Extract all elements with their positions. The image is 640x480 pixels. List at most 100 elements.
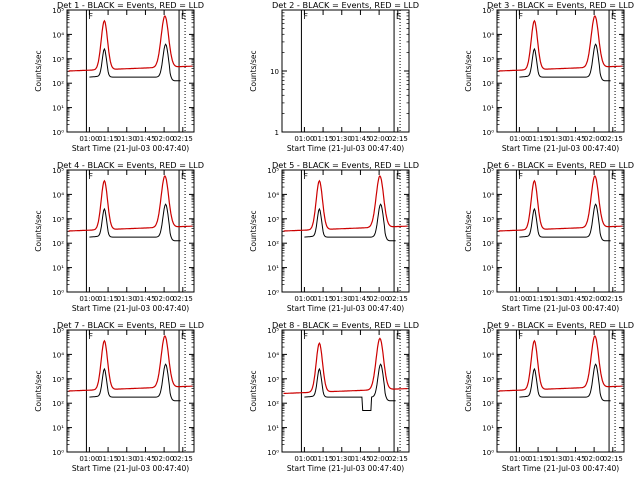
y-tick-label: 10⁰ xyxy=(52,289,64,297)
x-tick-label: 01:15 xyxy=(528,455,548,463)
series-events-line xyxy=(304,363,396,411)
y-tick-label: 10¹ xyxy=(52,425,64,433)
panel-det-6: Det 6 - BLACK = Events, RED = LLD Counts/… xyxy=(464,160,634,313)
x-tick-label: 01:45 xyxy=(350,455,370,463)
marker-start-label: F xyxy=(518,172,523,181)
y-tick-label: 10³ xyxy=(482,56,494,64)
x-axis-label: Start Time (21-Jul-03 00:47:40) xyxy=(502,144,619,153)
x-tick-label: 01:00 xyxy=(509,135,529,143)
marker-end-label: E xyxy=(611,332,616,341)
series-events-line xyxy=(304,203,396,242)
series-events-line xyxy=(519,43,611,82)
panel-title: Det 9 - BLACK = Events, RED = LLD xyxy=(487,320,634,330)
x-axis-label: Start Time (21-Jul-03 00:47:40) xyxy=(502,304,619,313)
x-tick-label: 02:00 xyxy=(584,135,604,143)
marker-end-label: E xyxy=(181,12,186,21)
x-tick-label: 01:45 xyxy=(135,455,155,463)
x-axis-label: Start Time (21-Jul-03 00:47:40) xyxy=(287,144,404,153)
x-tick-label: 02:15 xyxy=(173,455,193,463)
x-tick-label: 02:15 xyxy=(173,295,193,303)
marker-start-label: F xyxy=(303,332,308,341)
marker-start-label: F xyxy=(518,12,523,21)
series-lld-line xyxy=(498,334,623,392)
x-tick-label: 02:00 xyxy=(154,135,174,143)
x-tick-label: 01:30 xyxy=(547,135,567,143)
x-tick-label: 01:45 xyxy=(565,295,585,303)
panel-det-2: Det 2 - BLACK = Events, RED = LLD Counts/… xyxy=(249,0,419,153)
y-tick-label: 10⁰ xyxy=(482,129,494,137)
panel-det-3: Det 3 - BLACK = Events, RED = LLD Counts/… xyxy=(464,0,634,153)
x-tick-label: 01:00 xyxy=(509,455,529,463)
x-tick-label: 01:15 xyxy=(528,295,548,303)
x-tick-label: 01:30 xyxy=(332,455,352,463)
marker-end-label: E xyxy=(181,172,186,181)
y-axis-label: Counts/sec xyxy=(249,210,258,251)
x-tick-label: 01:00 xyxy=(79,295,99,303)
plot-frame xyxy=(281,329,410,453)
panel-title: Det 1 - BLACK = Events, RED = LLD xyxy=(57,0,204,10)
y-tick-label: 10⁰ xyxy=(267,289,279,297)
y-tick-label: 10⁰ xyxy=(482,449,494,457)
series-lld-line xyxy=(498,14,623,72)
x-tick-label: 01:30 xyxy=(332,135,352,143)
x-tick-label: 02:00 xyxy=(369,455,389,463)
x-axis-label: Start Time (21-Jul-03 00:47:40) xyxy=(502,464,619,473)
y-tick-label: 10³ xyxy=(267,216,279,224)
y-tick-label: 10⁵ xyxy=(52,327,64,335)
y-tick-label: 10⁵ xyxy=(267,167,279,175)
y-axis-label: Counts/sec xyxy=(464,210,473,251)
y-tick-label: 10³ xyxy=(52,216,64,224)
y-tick-label: 1 xyxy=(275,129,279,137)
y-tick-label: 10² xyxy=(482,80,494,88)
series-lld-line xyxy=(68,334,193,392)
y-tick-label: 10⁵ xyxy=(482,167,494,175)
y-tick-label: 10⁴ xyxy=(482,191,494,199)
y-tick-label: 10² xyxy=(267,400,279,408)
x-tick-label: 02:00 xyxy=(369,135,389,143)
series-events-line xyxy=(89,203,181,242)
x-tick-label: 02:00 xyxy=(154,295,174,303)
marker-end-label: E xyxy=(396,172,401,181)
y-tick-label: 10⁰ xyxy=(482,289,494,297)
series-events-line xyxy=(89,363,181,402)
x-axis-label: Start Time (21-Jul-03 00:47:40) xyxy=(287,464,404,473)
x-tick-label: 02:00 xyxy=(154,455,174,463)
plot-frame xyxy=(496,329,625,453)
marker-start-label: F xyxy=(88,12,93,21)
x-tick-label: 02:15 xyxy=(388,135,408,143)
x-tick-label: 01:30 xyxy=(547,295,567,303)
panel-title: Det 8 - BLACK = Events, RED = LLD xyxy=(272,320,419,330)
panel-det-9: Det 9 - BLACK = Events, RED = LLD Counts/… xyxy=(464,320,634,473)
x-tick-label: 02:15 xyxy=(173,135,193,143)
y-tick-label: 10⁴ xyxy=(52,31,64,39)
panel-title: Det 4 - BLACK = Events, RED = LLD xyxy=(57,160,204,170)
x-tick-label: 01:15 xyxy=(313,295,333,303)
panel-title: Det 7 - BLACK = Events, RED = LLD xyxy=(57,320,204,330)
y-tick-label: 10¹ xyxy=(52,265,64,273)
marker-start-label: F xyxy=(88,172,93,181)
x-tick-label: 01:00 xyxy=(294,455,314,463)
y-tick-label: 10² xyxy=(52,240,64,248)
y-tick-label: 10⁰ xyxy=(267,449,279,457)
x-tick-label: 01:30 xyxy=(332,295,352,303)
x-tick-label: 02:15 xyxy=(388,295,408,303)
y-tick-label: 10⁵ xyxy=(52,7,64,15)
y-axis-label: Counts/sec xyxy=(249,50,258,91)
y-tick-label: 10¹ xyxy=(482,425,494,433)
y-axis-label: Counts/sec xyxy=(464,370,473,411)
marker-end-label: E xyxy=(181,332,186,341)
y-tick-label: 10² xyxy=(267,240,279,248)
x-tick-label: 01:15 xyxy=(528,135,548,143)
panel-det-8: Det 8 - BLACK = Events, RED = LLD Counts/… xyxy=(249,320,419,473)
y-tick-label: 10⁴ xyxy=(267,351,279,359)
panel-title: Det 6 - BLACK = Events, RED = LLD xyxy=(487,160,634,170)
marker-start-label: F xyxy=(88,332,93,341)
y-axis-label: Counts/sec xyxy=(34,370,43,411)
x-tick-label: 02:15 xyxy=(603,135,623,143)
x-tick-label: 02:15 xyxy=(603,455,623,463)
series-events-line xyxy=(519,363,611,402)
x-tick-label: 02:15 xyxy=(388,455,408,463)
y-tick-label: 10³ xyxy=(52,56,64,64)
y-tick-label: 10² xyxy=(482,400,494,408)
series-lld-line xyxy=(68,174,193,232)
